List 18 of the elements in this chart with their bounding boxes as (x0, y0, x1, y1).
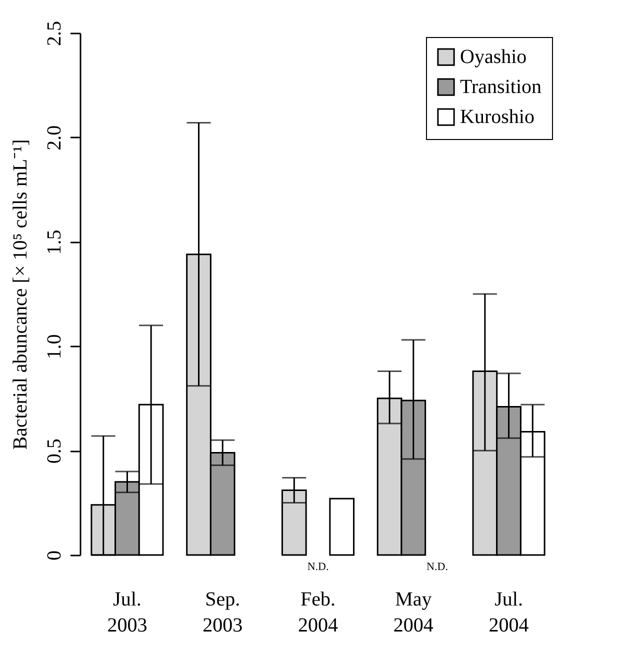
x-tick-label: Jul. 2003 (107, 588, 148, 636)
bar (329, 498, 355, 556)
legend-label: Kuroshio (460, 106, 534, 128)
legend-label: Transition (460, 76, 542, 98)
x-tick-label: Sep. 2003 (202, 588, 243, 636)
text: N.D. (307, 561, 329, 573)
x-tick-label: Jul. 2004 (488, 588, 529, 636)
x-tick-label: May 2004 (393, 588, 434, 636)
y-tick-label: 2.5 (44, 21, 66, 46)
x-tick-label: Feb. 2004 (298, 588, 338, 636)
y-tick-label: 2.0 (44, 125, 66, 150)
y-tick-label: 1.0 (44, 334, 66, 360)
y-tick-label: 0.5 (44, 438, 66, 464)
legend-label: Oyashio (460, 46, 527, 68)
text: N.D. (426, 561, 448, 573)
y-tick-label: 1.5 (44, 230, 66, 255)
y-tick-label: 0 (44, 550, 66, 560)
y-axis-title: Bacterial abuncance [× 10⁵ cells mL⁻¹] (10, 139, 32, 450)
